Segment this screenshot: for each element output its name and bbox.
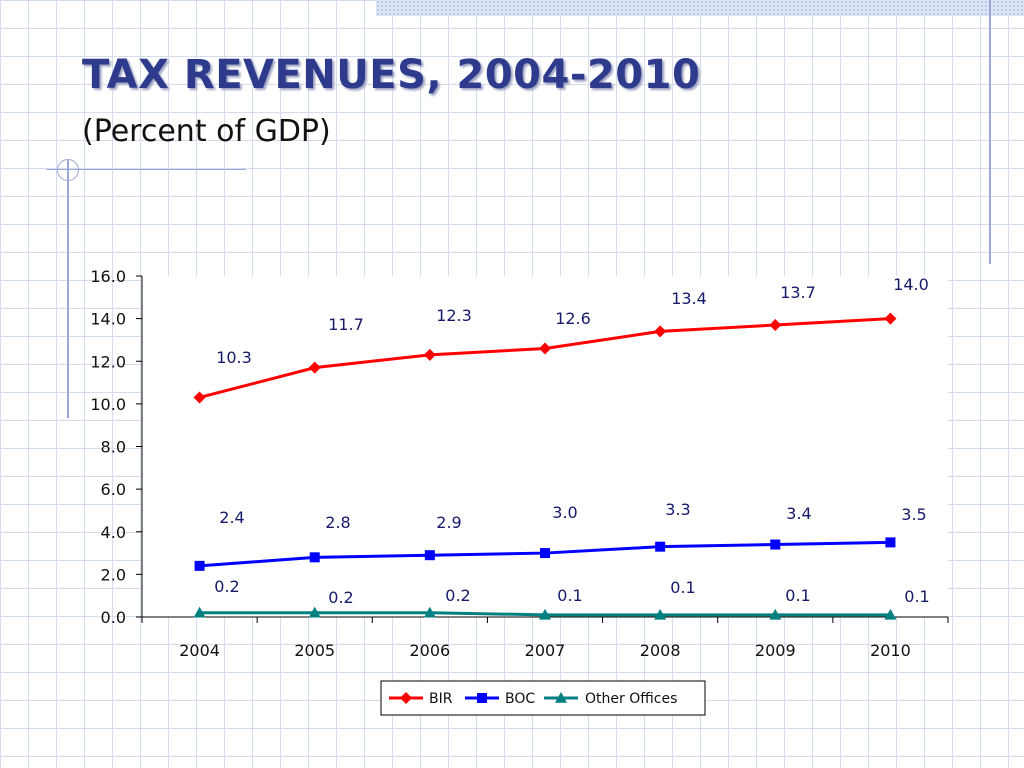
data-label-boc: 3.4 — [786, 504, 811, 523]
data-label-bir: 11.7 — [328, 315, 364, 334]
y-tick-label: 14.0 — [90, 310, 126, 329]
data-label-other-offices: 0.1 — [785, 586, 810, 605]
data-label-boc: 3.3 — [665, 500, 690, 519]
x-tick-label: 2005 — [294, 641, 335, 660]
data-label-other-offices: 0.1 — [557, 586, 582, 605]
data-label-bir: 12.3 — [436, 306, 472, 325]
data-point-bir — [654, 325, 667, 338]
data-label-bir: 12.6 — [555, 309, 591, 328]
data-point-bir — [539, 342, 551, 355]
data-point-boc — [424, 550, 435, 561]
x-tick-label: 2010 — [870, 641, 911, 660]
data-point-bir — [423, 348, 436, 361]
legend-label-bir: BIR — [429, 691, 453, 707]
y-tick-label: 6.0 — [101, 480, 126, 499]
data-point-boc — [885, 537, 896, 548]
right-decorative-line — [989, 0, 991, 264]
x-tick-label: 2007 — [525, 641, 566, 660]
x-tick-label: 2006 — [409, 641, 450, 660]
data-point-bir — [193, 391, 206, 404]
x-tick-label: 2004 — [179, 641, 220, 660]
data-point-other-offices — [654, 608, 667, 620]
data-label-other-offices: 0.1 — [670, 578, 695, 597]
data-label-other-offices: 0.1 — [904, 587, 929, 606]
data-point-other-offices — [423, 606, 436, 618]
x-tick-label: 2008 — [640, 641, 681, 660]
data-point-boc — [540, 548, 550, 559]
data-label-bir: 13.7 — [780, 283, 816, 302]
data-point-other-offices — [308, 606, 321, 618]
data-label-boc: 2.9 — [436, 513, 461, 532]
legend-marker-other-offices — [555, 692, 567, 703]
data-point-other-offices — [884, 608, 897, 620]
legend-box — [380, 680, 706, 716]
data-point-boc — [194, 560, 205, 571]
data-point-boc — [770, 539, 781, 550]
legend-marker-bir — [400, 692, 412, 704]
data-point-boc — [655, 541, 666, 552]
data-point-boc — [309, 552, 320, 563]
data-label-bir: 10.3 — [216, 348, 252, 367]
data-label-bir: 14.0 — [893, 275, 929, 294]
data-label-other-offices: 0.2 — [445, 586, 470, 605]
data-label-bir: 13.4 — [671, 289, 707, 308]
y-tick-label: 8.0 — [101, 438, 126, 457]
legend-label-boc: BOC — [505, 691, 535, 707]
slide-subtitle: (Percent of GDP) — [82, 114, 331, 149]
x-tick-label: 2009 — [755, 641, 796, 660]
legend-label-other-offices: Other Offices — [585, 691, 677, 707]
plot-area — [142, 276, 948, 617]
data-point-other-offices — [769, 608, 782, 620]
top-decorative-band — [376, 0, 1024, 16]
circle-ornament — [57, 159, 79, 181]
data-point-other-offices — [193, 606, 206, 618]
data-point-other-offices — [539, 608, 551, 620]
data-point-bir — [308, 361, 321, 374]
data-label-boc: 3.0 — [552, 503, 577, 522]
y-tick-label: 2.0 — [101, 565, 126, 584]
slide-title: TAX REVENUES, 2004-2010 — [82, 52, 701, 98]
data-label-boc: 3.5 — [901, 505, 926, 524]
y-tick-label: 0.0 — [101, 608, 126, 627]
title-underline-decoration — [46, 169, 246, 170]
left-decorative-line — [67, 160, 69, 418]
y-tick-label: 16.0 — [90, 267, 126, 286]
data-point-bir — [769, 319, 782, 332]
data-label-boc: 2.4 — [219, 508, 244, 527]
data-point-bir — [884, 312, 897, 325]
legend-marker-boc — [477, 693, 487, 703]
data-label-boc: 2.8 — [325, 513, 350, 532]
data-label-other-offices: 0.2 — [214, 577, 239, 596]
y-tick-label: 4.0 — [101, 523, 126, 542]
y-tick-label: 12.0 — [90, 352, 126, 371]
y-tick-label: 10.0 — [90, 395, 126, 414]
data-label-other-offices: 0.2 — [328, 588, 353, 607]
